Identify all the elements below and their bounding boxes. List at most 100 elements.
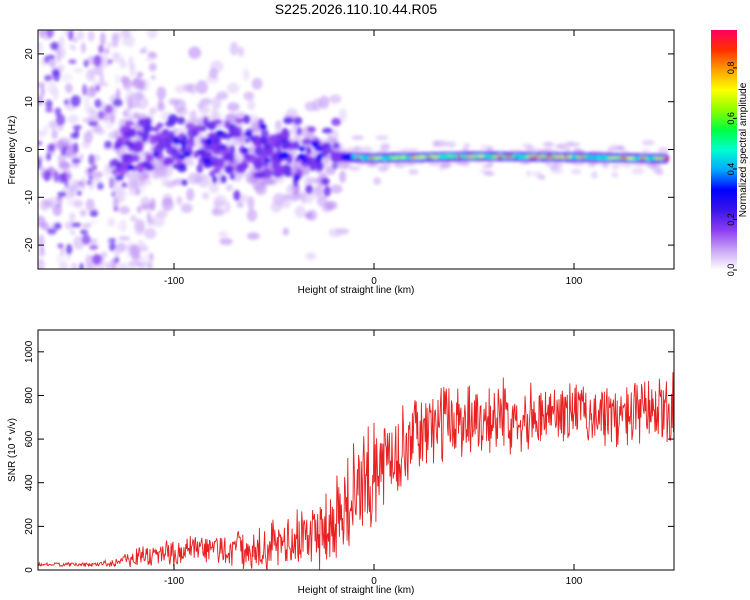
spectrogram-cell [46, 30, 54, 39]
spectrogram-cell [57, 243, 64, 249]
spectrogram-cell [280, 129, 291, 139]
spectrogram-cell [56, 49, 61, 63]
spectrogram-cell [525, 170, 532, 177]
spectrogram-heatmap [38, 30, 670, 269]
spectrogram-cell [99, 54, 110, 68]
spectrogram-cell [71, 158, 81, 165]
spectrogram-cell [116, 88, 121, 100]
spectrogram-cell [79, 262, 84, 269]
spectrogram-cell [278, 196, 292, 209]
spectrogram-cell [483, 171, 495, 176]
spectrogram-cell [244, 137, 250, 144]
spectrogram-cell [117, 262, 128, 269]
spectrogram-cell [325, 200, 338, 210]
spectrogram-cell [219, 143, 227, 151]
spectrogram-cell [360, 146, 373, 154]
spectrogram-cell [329, 94, 342, 104]
spectrogram-cell [348, 166, 361, 171]
spectrogram-cell [128, 30, 138, 33]
spectrogram-cell [85, 86, 97, 98]
spectrogram-cell [186, 139, 195, 149]
spectrogram-cell [89, 109, 96, 116]
spectrogram-y-label: Frequency (Hz) [7, 116, 18, 185]
spectrogram-cell [115, 72, 120, 86]
spectrogram-cell [188, 46, 202, 59]
spectrogram-cell [115, 242, 127, 253]
spectrogram-cell [71, 222, 82, 228]
spectrogram-cell [136, 79, 147, 90]
spectrogram-cell [164, 157, 175, 165]
spectrogram-cell [181, 179, 188, 186]
spectrogram-cell [38, 93, 45, 104]
spectrogram-cell [260, 129, 269, 139]
spectrogram-cell [76, 190, 82, 197]
spectrogram-cell [88, 238, 98, 245]
spectrogram-cell [203, 151, 212, 160]
spectrogram-cell [156, 122, 164, 129]
spectrogram-cell [340, 163, 353, 168]
spectrogram-cell [446, 141, 456, 149]
spectrogram-cell [456, 155, 462, 158]
spectrogram-x-label: Height of straight line (km) [298, 285, 415, 296]
spectrogram-cell [208, 182, 220, 194]
spectrogram-cell [577, 156, 582, 159]
colorbar-tick-label: 0.2 [726, 213, 736, 226]
spectrogram-cell [188, 83, 198, 95]
spectrogram-cell [322, 142, 332, 154]
spectrogram-cell [99, 72, 105, 85]
spectrogram-cell [142, 124, 153, 133]
colorbar-tick-label: 0.0 [726, 264, 736, 277]
spectrogram-cell [151, 126, 161, 132]
spectrogram-cell [114, 143, 121, 150]
spectrogram-cell [591, 171, 598, 179]
spectrogram-cell [145, 179, 152, 186]
spectrogram-cell [133, 140, 144, 151]
snr-y-label: SNR (10 * v/v) [7, 418, 18, 482]
spectrogram-cell [95, 84, 101, 92]
spectrogram-cell [399, 156, 406, 159]
spectrogram-cell [64, 83, 73, 94]
spectrogram-cell [65, 243, 73, 255]
spectrogram-cell [79, 209, 87, 217]
spectrogram-cell [373, 177, 382, 186]
spectrogram-cell [82, 83, 87, 96]
spectrogram-cell [338, 108, 347, 123]
spectrogram-cell [331, 117, 342, 127]
spectrogram-cell [325, 166, 336, 175]
spectrogram-cell [38, 30, 47, 39]
spectrogram-cell [307, 126, 316, 133]
spectrogram-cell [55, 114, 66, 126]
spectrogram-cell [175, 156, 182, 166]
spectrogram-cell [242, 114, 251, 125]
spectrogram-cell [183, 151, 192, 158]
spectrogram-cell [67, 114, 79, 124]
spectrogram-cell [294, 205, 306, 218]
spectrogram-cell [316, 153, 323, 161]
spectrogram-cell [52, 69, 61, 82]
spectrogram-cell [211, 175, 218, 184]
spectrogram-cell [448, 155, 453, 158]
spectrogram-cell [76, 30, 85, 41]
spectrogram-cell [148, 107, 156, 117]
spectrogram-cell [354, 145, 362, 151]
spectrogram-cell [509, 155, 514, 158]
spectrogram-cell [298, 191, 306, 201]
spectrogram-cell [633, 162, 647, 167]
spectrogram-cell [285, 185, 295, 195]
spectrogram-cell [38, 129, 45, 139]
spectrogram-cell [247, 99, 256, 111]
spectrogram-cell [621, 156, 628, 160]
spectrogram-cell [59, 47, 66, 59]
spectrogram-cell [45, 99, 53, 109]
spectrogram-cell [376, 156, 382, 160]
spectrogram-cell [369, 156, 375, 160]
spectrogram-cell [298, 145, 306, 152]
spectrogram-cell [83, 59, 89, 68]
colorbar-gradient [711, 30, 737, 270]
spectrogram-cell [161, 177, 169, 187]
spectrogram-cell [655, 169, 664, 176]
spectrogram-cell [62, 146, 68, 152]
spectrogram-cell [121, 30, 131, 38]
spectrogram-cell [545, 160, 558, 169]
snr-y-axis: 0 200 400 600 800 1000 [24, 340, 674, 573]
